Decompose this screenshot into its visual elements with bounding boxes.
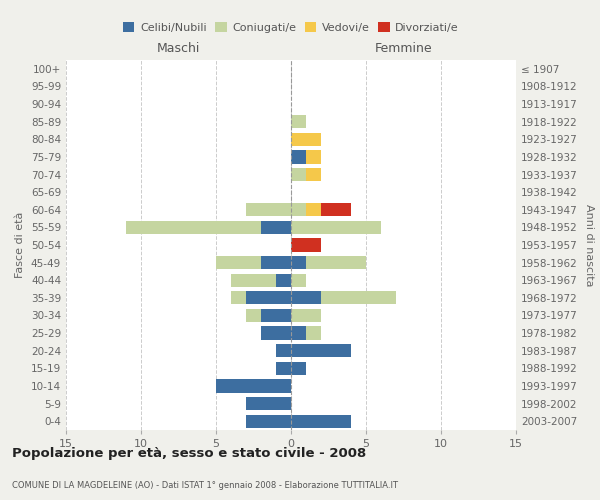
Bar <box>306 256 366 269</box>
Bar <box>291 309 321 322</box>
Bar <box>246 203 291 216</box>
Text: Maschi: Maschi <box>157 42 200 54</box>
Bar <box>291 344 351 358</box>
Bar <box>291 274 306 287</box>
Y-axis label: Anni di nascita: Anni di nascita <box>584 204 594 286</box>
Bar <box>276 362 291 375</box>
Bar <box>276 344 291 358</box>
Bar <box>306 168 321 181</box>
Bar <box>261 326 291 340</box>
Bar <box>231 274 276 287</box>
Bar <box>306 150 321 164</box>
Bar <box>276 274 291 287</box>
Text: COMUNE DI LA MAGDELEINE (AO) - Dati ISTAT 1° gennaio 2008 - Elaborazione TUTTITA: COMUNE DI LA MAGDELEINE (AO) - Dati ISTA… <box>12 480 398 490</box>
Bar <box>291 238 321 252</box>
Bar <box>126 221 261 234</box>
Bar <box>246 291 291 304</box>
Bar <box>306 203 321 216</box>
Bar <box>246 414 291 428</box>
Bar <box>291 168 306 181</box>
Bar <box>231 291 246 304</box>
Bar <box>291 256 306 269</box>
Bar <box>291 414 351 428</box>
Bar <box>291 291 321 304</box>
Bar <box>216 380 291 392</box>
Text: Popolazione per età, sesso e stato civile - 2008: Popolazione per età, sesso e stato civil… <box>12 448 366 460</box>
Bar <box>261 309 291 322</box>
Bar <box>306 326 321 340</box>
Bar <box>291 203 306 216</box>
Bar <box>291 150 306 164</box>
Bar <box>321 203 351 216</box>
Bar <box>261 221 291 234</box>
Bar <box>261 256 291 269</box>
Bar <box>291 115 306 128</box>
Text: Femmine: Femmine <box>374 42 433 54</box>
Bar <box>291 326 306 340</box>
Bar <box>291 221 381 234</box>
Bar <box>291 362 306 375</box>
Bar <box>321 291 396 304</box>
Bar <box>291 132 321 146</box>
Bar <box>246 397 291 410</box>
Legend: Celibi/Nubili, Coniugati/e, Vedovi/e, Divorziati/e: Celibi/Nubili, Coniugati/e, Vedovi/e, Di… <box>119 18 463 37</box>
Y-axis label: Fasce di età: Fasce di età <box>16 212 25 278</box>
Bar <box>216 256 261 269</box>
Bar <box>246 309 261 322</box>
